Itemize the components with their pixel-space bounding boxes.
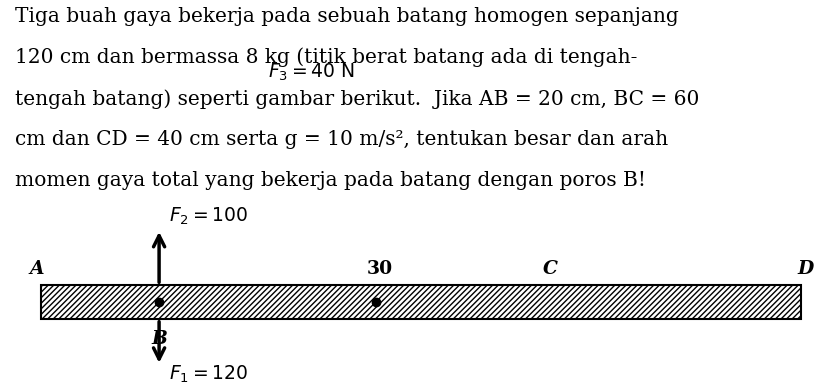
Text: tengah batang) seperti gambar berikut.  Jika AB = 20 cm, BC = 60: tengah batang) seperti gambar berikut. J… bbox=[15, 89, 700, 108]
Text: B: B bbox=[151, 330, 167, 348]
Text: $F_1 = 120$: $F_1 = 120$ bbox=[169, 364, 249, 385]
Text: A: A bbox=[30, 260, 45, 278]
Text: C: C bbox=[544, 260, 558, 278]
Text: D: D bbox=[797, 260, 814, 278]
Text: cm dan CD = 40 cm serta g = 10 m/s², tentukan besar dan arah: cm dan CD = 40 cm serta g = 10 m/s², ten… bbox=[15, 130, 668, 149]
Bar bbox=[41, 285, 801, 319]
Text: $F_2 = 100$: $F_2 = 100$ bbox=[169, 206, 249, 227]
Text: momen gaya total yang bekerja pada batang dengan poros B!: momen gaya total yang bekerja pada batan… bbox=[15, 171, 646, 190]
Text: 120 cm dan bermassa 8 kg (titik berat batang ada di tengah-: 120 cm dan bermassa 8 kg (titik berat ba… bbox=[15, 48, 637, 67]
Text: Tiga buah gaya bekerja pada sebuah batang homogen sepanjang: Tiga buah gaya bekerja pada sebuah batan… bbox=[15, 7, 679, 26]
Text: 30: 30 bbox=[367, 260, 393, 278]
Text: $F_3 = 40\ \mathrm{N}$: $F_3 = 40\ \mathrm{N}$ bbox=[268, 62, 355, 83]
